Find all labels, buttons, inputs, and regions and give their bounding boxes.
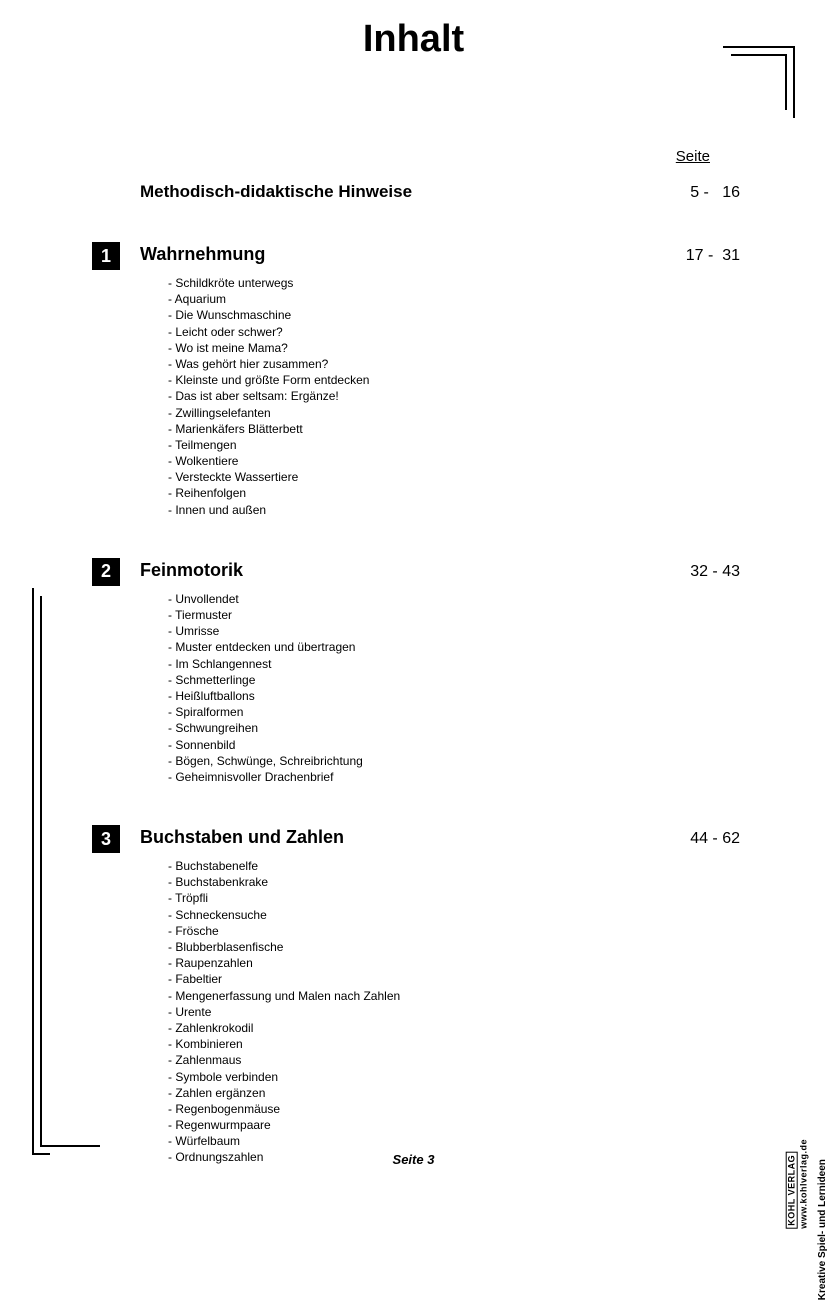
list-item: Mengenerfassung und Malen nach Zahlen (168, 988, 740, 1004)
intro-row: Methodisch-didaktische Hinweise 5 - 16 (140, 182, 740, 202)
list-item: Buchstabenkrake (168, 874, 740, 890)
section-number-badge: 2 (92, 558, 120, 586)
section-header: Buchstaben und Zahlen44 - 62 (140, 827, 740, 848)
list-item: Sonnenbild (168, 737, 740, 753)
list-item: Im Schlangennest (168, 656, 740, 672)
intro-page-range: 5 - 16 (650, 184, 740, 202)
section-page-range: 17 - 31 (650, 247, 740, 265)
list-item: Muster entdecken und übertragen (168, 639, 740, 655)
section-items: UnvollendetTiermusterUmrisseMuster entde… (168, 591, 740, 785)
publisher-name: KOHL VERLAG (786, 1152, 798, 1229)
section-title: Buchstaben und Zahlen (140, 827, 650, 848)
section-page-range: 32 - 43 (650, 563, 740, 581)
list-item: Zahlen ergänzen (168, 1085, 740, 1101)
list-item: Umrisse (168, 623, 740, 639)
list-item: Aquarium (168, 291, 740, 307)
list-item: Raupenzahlen (168, 955, 740, 971)
page-column-header: Seite (676, 148, 710, 165)
toc-content: Seite Methodisch-didaktische Hinweise 5 … (140, 148, 740, 1166)
list-item: Regenbogenmäuse (168, 1101, 740, 1117)
list-item: Reihenfolgen (168, 485, 740, 501)
list-item: Frösche (168, 923, 740, 939)
list-item: Wo ist meine Mama? (168, 340, 740, 356)
section: 2Feinmotorik32 - 43UnvollendetTiermuster… (140, 560, 740, 785)
section-header: Feinmotorik32 - 43 (140, 560, 740, 581)
section-title: Wahrnehmung (140, 244, 650, 265)
section: 1Wahrnehmung17 - 31Schildkröte unterwegs… (140, 244, 740, 518)
list-item: Zahlenmaus (168, 1052, 740, 1068)
list-item: Schwungreihen (168, 720, 740, 736)
publisher-url: www.kohlverlag.de (799, 1139, 809, 1229)
list-item: Kombinieren (168, 1036, 740, 1052)
list-item: Was gehört hier zusammen? (168, 356, 740, 372)
list-item: Zwillingselefanten (168, 405, 740, 421)
list-item: Schneckensuche (168, 907, 740, 923)
list-item: Tiermuster (168, 607, 740, 623)
list-item: Spiralformen (168, 704, 740, 720)
list-item: Zahlenkrokodil (168, 1020, 740, 1036)
list-item: Regenwurmpaare (168, 1117, 740, 1133)
list-item: Das ist aber seltsam: Ergänze! (168, 388, 740, 404)
list-item: Leicht oder schwer? (168, 324, 740, 340)
list-item: Schmetterlinge (168, 672, 740, 688)
list-item: Blubberblasenfische (168, 939, 740, 955)
list-item: Marienkäfers Blätterbett (168, 421, 740, 437)
list-item: Geheimnisvoller Drachenbrief (168, 769, 740, 785)
list-item: Fabeltier (168, 971, 740, 987)
list-item: Innen und außen (168, 502, 740, 518)
list-item: Schildkröte unterwegs (168, 275, 740, 291)
list-item: Die Wunschmaschine (168, 307, 740, 323)
list-item: Würfelbaum (168, 1133, 740, 1149)
list-item: Bögen, Schwünge, Schreibrichtung (168, 753, 740, 769)
section-title: Feinmotorik (140, 560, 650, 581)
corner-ornament-bottom-left (32, 588, 50, 1155)
side-publication-info: Kreative Spiel- und Lernideen für 5- bis… (817, 1127, 827, 1300)
list-item: Unvollendet (168, 591, 740, 607)
section: 3Buchstaben und Zahlen44 - 62Buchstabene… (140, 827, 740, 1166)
section-items: BuchstabenelfeBuchstabenkrakeTröpfliSchn… (168, 858, 740, 1166)
list-item: Wolkentiere (168, 453, 740, 469)
section-header: Wahrnehmung17 - 31 (140, 244, 740, 265)
list-item: Buchstabenelfe (168, 858, 740, 874)
side-line1: Kreative Spiel- und Lernideen (817, 1159, 827, 1300)
list-item: Heißluftballons (168, 688, 740, 704)
section-number-badge: 3 (92, 825, 120, 853)
publisher-logo: KOHL VERLAG www.kohlverlag.de (786, 1139, 809, 1229)
corner-ornament-top-right (725, 46, 795, 116)
list-item: Teilmengen (168, 437, 740, 453)
list-item: Symbole verbinden (168, 1069, 740, 1085)
section-page-range: 44 - 62 (650, 830, 740, 848)
list-item: Tröpfli (168, 890, 740, 906)
list-item: Kleinste und größte Form entdecken (168, 372, 740, 388)
list-item: Urente (168, 1004, 740, 1020)
list-item: Versteckte Wassertiere (168, 469, 740, 485)
intro-title: Methodisch-didaktische Hinweise (140, 182, 650, 202)
footer-page-number: Seite 3 (0, 1152, 827, 1167)
page-title: Inhalt (0, 18, 827, 61)
section-items: Schildkröte unterwegsAquariumDie Wunschm… (168, 275, 740, 518)
section-number-badge: 1 (92, 242, 120, 270)
